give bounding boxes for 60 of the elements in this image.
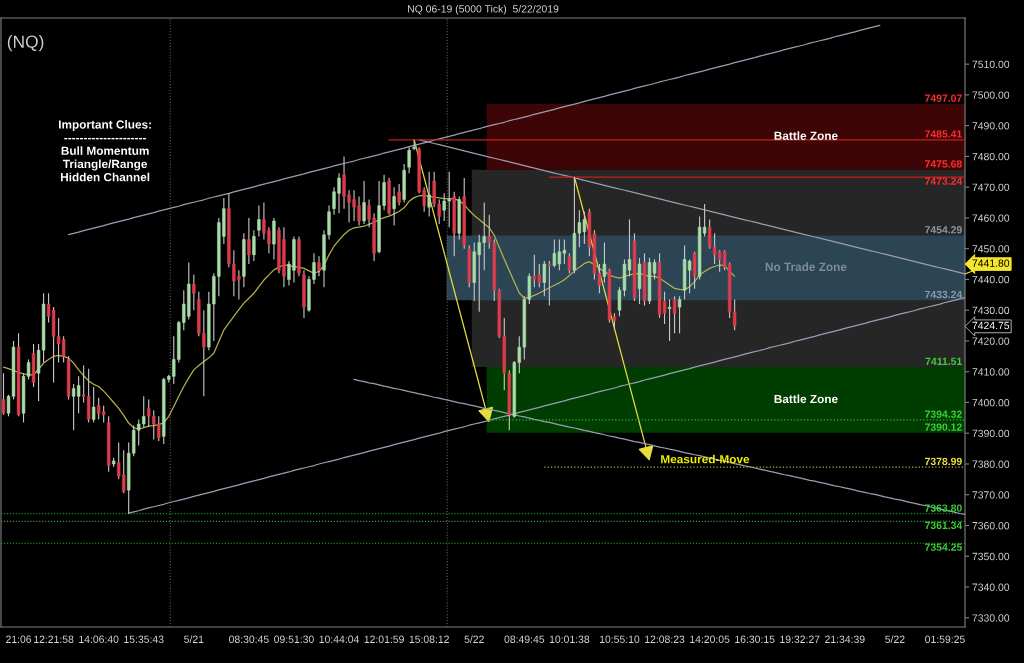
x-tick-label: 14:20:05 <box>690 635 730 643</box>
x-tick-label: 5/21 <box>184 635 204 643</box>
annotation: 7411.51 <box>925 357 962 366</box>
y-tick-label: 7370.00 <box>972 491 1010 499</box>
y-tick-label: 7450.00 <box>972 245 1010 253</box>
x-tick-label: 16:30:15 <box>735 635 775 643</box>
x-tick-label: 12:08:23 <box>645 635 685 643</box>
x-tick-label: 08:30:45 <box>229 635 269 643</box>
x-tick-label: 10:01:38 <box>549 635 590 643</box>
x-tick-label: 15:08:12 <box>409 635 449 643</box>
annotation: 7390.12 <box>925 423 962 431</box>
band-label: Battle Zone <box>774 394 838 404</box>
y-tick-label: 7510.00 <box>972 60 1010 69</box>
x-tick-label: 21:06 <box>6 635 32 643</box>
y-tick-label: 7470.00 <box>972 183 1010 192</box>
y-tick-label: 7390.00 <box>972 429 1010 438</box>
annotation: 7361.34 <box>925 521 963 530</box>
annotation: 7433.24 <box>925 290 963 299</box>
x-tick-label: 01:59:25 <box>925 635 965 643</box>
annotation: 7394.32 <box>925 410 962 418</box>
y-tick-label: 7500.00 <box>972 91 1010 99</box>
x-tick-label: 5/22 <box>885 635 905 643</box>
annotation: 7497.07 <box>925 94 962 102</box>
y-tick-label: 7380.00 <box>972 460 1010 468</box>
y-tick-label: 7400.00 <box>972 398 1010 407</box>
x-tick-label: 19:32:27 <box>780 635 820 643</box>
y-tick-label: 7480.00 <box>972 152 1010 161</box>
annotation: 7354.25 <box>925 543 962 551</box>
x-tick-label: 15:35:43 <box>124 635 164 643</box>
x-tick-label: 5/22 <box>464 635 484 643</box>
y-tick-label: 7410.00 <box>972 368 1010 376</box>
annotation: Important Clues: --------------------- Bull Momentum Triangle/Range Hidden Channel <box>59 120 151 182</box>
y-tick-label: 7350.00 <box>972 552 1010 561</box>
annotation: 7475.68 <box>925 160 962 168</box>
x-tick-label: 12:21:58 <box>34 635 74 643</box>
annotation: 7454.29 <box>925 226 962 234</box>
text: 7441.80 <box>972 259 1010 267</box>
y-tick-label: 7430.00 <box>972 306 1010 315</box>
y-tick-label: 7340.00 <box>972 583 1010 591</box>
text: 7424.75 <box>972 321 1010 330</box>
band-label: Battle Zone <box>774 131 838 140</box>
y-tick-label: 7460.00 <box>972 214 1010 222</box>
band-label: No Trade Zone <box>765 262 847 272</box>
x-tick-label: 14:06:40 <box>79 635 119 643</box>
y-tick-label: 7440.00 <box>972 275 1010 284</box>
x-tick-label: 08:49:45 <box>504 635 545 643</box>
annotation: 7378.99 <box>925 457 962 466</box>
x-tick-label: 21:34:39 <box>825 635 865 643</box>
x-tick-label: 10:44:04 <box>319 635 359 643</box>
y-tick-label: 7330.00 <box>972 614 1010 622</box>
x-tick-label: 09:51:30 <box>274 635 314 643</box>
x-tick-label: 10:55:10 <box>599 635 640 643</box>
annotation: 7473.24 <box>925 177 963 185</box>
x-tick-label: 12:01:59 <box>364 635 404 643</box>
y-tick-label: 7420.00 <box>972 337 1010 345</box>
y-tick-label: 7360.00 <box>972 522 1010 530</box>
text: (NQ) <box>7 35 44 52</box>
chart-title: NQ 06-19 (5000 Tick) 5/22/2019 <box>408 4 559 15</box>
y-tick-label: 7490.00 <box>972 122 1010 130</box>
annotation: 7485.41 <box>925 130 962 138</box>
